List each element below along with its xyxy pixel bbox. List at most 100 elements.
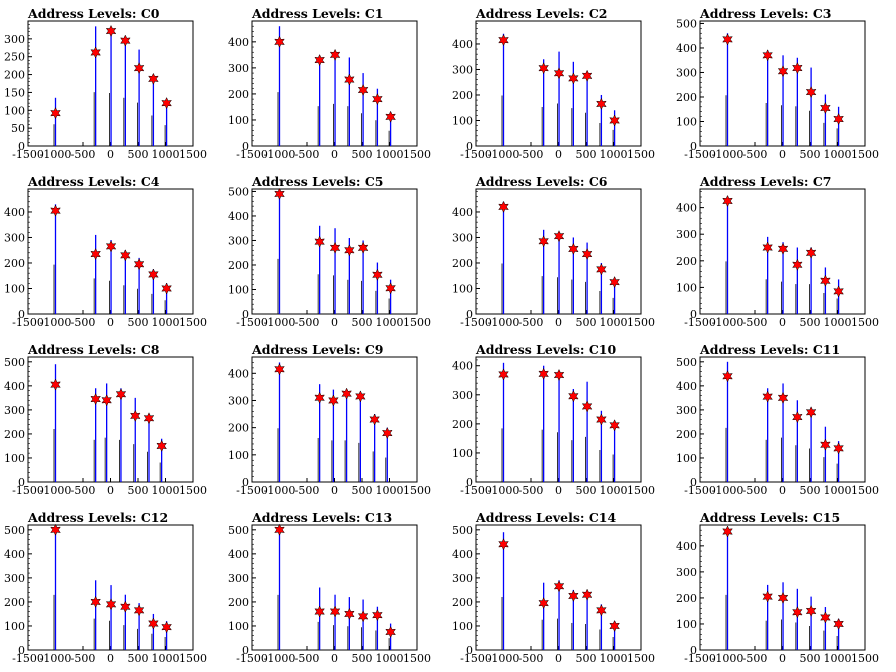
x-tick-label: -1500 [460, 652, 492, 665]
x-tick-label: 500 [576, 484, 597, 497]
peak-marker [50, 523, 61, 536]
y-tick-label: 200 [228, 596, 249, 609]
peak-marker [105, 240, 117, 253]
peak-marker [833, 285, 844, 298]
y-tick-label: 200 [452, 257, 473, 270]
chart-panel: Address Levels: C7 0 100 200 300 400 -1500-100… [676, 174, 879, 329]
x-tick-label: -500 [71, 316, 96, 329]
peak-marker [777, 391, 789, 405]
peak-marker [148, 268, 159, 281]
x-tick-label: 0 [779, 316, 786, 329]
y-tick-label: 200 [4, 428, 25, 441]
peak-marker [156, 439, 167, 452]
x-tick-label: 1500 [403, 652, 431, 665]
x-tick-label: -500 [519, 316, 544, 329]
x-tick-label: 1500 [627, 484, 655, 497]
peak-marker [568, 72, 579, 85]
x-tick-label: 500 [128, 484, 149, 497]
y-tick-label: 300 [4, 33, 25, 46]
peak-marker [355, 390, 366, 403]
x-tick-label: 1500 [851, 652, 879, 665]
x-tick-label: 1000 [600, 652, 628, 665]
peak-marker [115, 388, 127, 401]
peak-marker [143, 412, 155, 425]
peak-marker [596, 263, 607, 276]
x-tick-label: -1500 [12, 316, 44, 329]
peak-marker [369, 413, 380, 426]
peak-marker [820, 611, 831, 624]
y-tick-label: 200 [228, 88, 249, 101]
x-tick-label: -1000 [40, 148, 72, 161]
peak-marker [596, 97, 607, 111]
peak-marker [385, 282, 396, 295]
peak-marker [314, 235, 325, 248]
y-tick-label: 400 [676, 380, 697, 393]
chart-title: Address Levels: C14 [475, 510, 617, 525]
y-tick-label: 300 [452, 389, 473, 402]
chart-panel: Address Levels: C9 0 100 200 300 400 -1500-100… [228, 342, 431, 497]
x-tick-label: 0 [555, 652, 562, 665]
chart-panel: Address Levels: C10 0 100 200 300 400 -1500-10… [452, 342, 655, 497]
chart-panel: Address Levels: C30100200300400500-1500-… [676, 6, 879, 161]
x-tick-label: 0 [779, 652, 786, 665]
chart-panel: Address Levels: C11 0 100 200 300 400 500 -1500… [676, 342, 879, 497]
x-tick-label: 1000 [152, 316, 180, 329]
peak-marker [568, 390, 579, 403]
x-tick-label: -1000 [712, 148, 744, 161]
y-tick-label: 0 [18, 644, 25, 657]
y-tick-label: 0 [690, 644, 697, 657]
x-tick-label: -500 [519, 484, 544, 497]
y-tick-label: 300 [676, 66, 697, 79]
y-tick-label: 200 [452, 596, 473, 609]
y-tick-label: 400 [452, 360, 473, 373]
y-tick-label: 200 [676, 255, 697, 268]
x-tick-label: 1000 [824, 484, 852, 497]
y-tick-label: 500 [676, 356, 697, 369]
peak-marker [133, 604, 145, 617]
y-tick-label: 200 [4, 257, 25, 270]
x-tick-label: 1500 [627, 316, 655, 329]
peak-marker [538, 62, 549, 75]
y-tick-label: 0 [242, 140, 249, 153]
peak-marker [329, 241, 341, 254]
x-tick-label: 0 [107, 652, 114, 665]
y-tick-label: 100 [228, 449, 249, 462]
peak-marker [553, 580, 565, 593]
peak-marker [553, 230, 565, 243]
x-tick-label: -1500 [460, 148, 492, 161]
x-tick-label: -500 [71, 148, 96, 161]
peak-marker [722, 370, 733, 383]
x-tick-label: -1500 [684, 652, 716, 665]
x-tick-label: 500 [800, 148, 821, 161]
x-tick-label: -1000 [712, 652, 744, 665]
y-tick-label: 400 [676, 42, 697, 55]
peak-marker [274, 35, 285, 48]
chart-title: Address Levels: C3 [699, 6, 832, 21]
y-tick-label: 400 [452, 548, 473, 561]
peak-marker [792, 62, 803, 75]
chart-panel: Address Levels: C15 0 100 200 300 400 -1500-10… [676, 510, 879, 665]
peak-marker [722, 194, 733, 208]
y-tick-label: 0 [242, 644, 249, 657]
x-tick-label: 500 [576, 652, 597, 665]
y-tick-label: 400 [452, 38, 473, 51]
x-tick-label: -1500 [236, 316, 268, 329]
y-tick-label: 400 [228, 210, 249, 223]
x-tick-label: 1500 [179, 652, 207, 665]
x-tick-label: 500 [128, 316, 149, 329]
y-tick-label: 100 [452, 620, 473, 633]
y-tick-label: 0 [466, 140, 473, 153]
x-tick-label: 1500 [179, 484, 207, 497]
peak-marker [777, 591, 789, 605]
peak-marker [90, 595, 101, 609]
peak-marker [820, 438, 831, 451]
peak-marker [129, 409, 141, 422]
peak-marker [274, 187, 285, 201]
x-tick-label: -1500 [236, 484, 268, 497]
peak-marker [820, 274, 831, 287]
peak-marker [314, 391, 325, 404]
x-tick-label: 500 [352, 148, 373, 161]
chart-title: Address Levels: C6 [475, 174, 608, 189]
peak-marker [805, 85, 817, 99]
peak-marker [609, 419, 620, 432]
